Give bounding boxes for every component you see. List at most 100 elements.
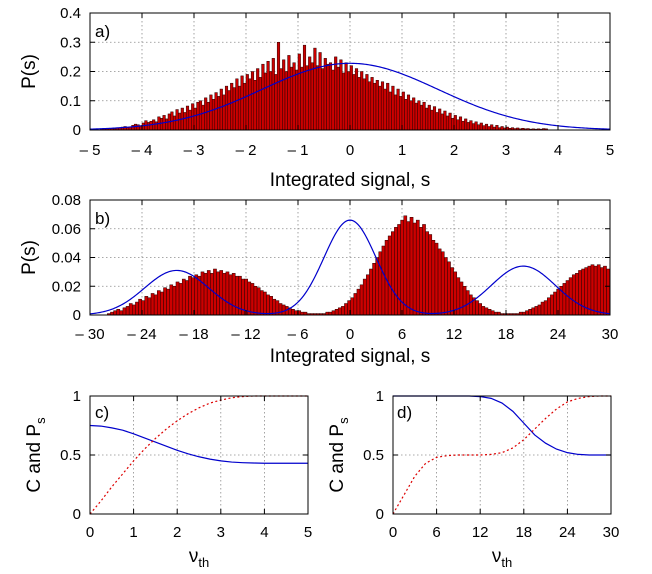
histogram-bar: [443, 110, 447, 131]
histogram-bar: [479, 122, 483, 131]
x-tick-label: 0: [389, 524, 397, 541]
histogram-bar: [227, 90, 231, 131]
x-tick-label: 6: [432, 524, 440, 541]
histogram-bar: [600, 267, 604, 316]
histogram-bar: [417, 100, 421, 131]
histogram-bar: [237, 85, 242, 131]
histogram-bar: [419, 104, 424, 131]
histogram-bar: [562, 283, 567, 316]
histogram-bar: [353, 293, 358, 316]
x-tick-label: 3: [217, 524, 225, 541]
histogram-bar: [150, 293, 155, 316]
histogram-bar: [200, 271, 205, 316]
histogram-bar: [163, 287, 167, 316]
histogram-bar: [295, 69, 299, 131]
x-tick-label: – 12: [231, 326, 260, 343]
histogram-bar: [372, 263, 376, 316]
y-tick-label: 0: [73, 122, 81, 139]
x-axis-label: Integrated signal, s: [270, 170, 431, 191]
histogram-bar: [181, 278, 186, 316]
histogram-bar: [581, 268, 585, 316]
x-axis-label: νth: [189, 546, 209, 570]
histogram-bar: [328, 62, 333, 131]
histogram-bar: [431, 240, 436, 316]
histogram-bar: [235, 78, 239, 131]
x-tick-label: 12: [446, 326, 463, 343]
y-tick-label: 0.1: [60, 93, 81, 110]
histogram-bar: [269, 296, 273, 316]
x-tick-label: 0: [346, 142, 354, 159]
histogram-bar: [478, 303, 482, 316]
histogram-bar: [394, 227, 398, 316]
histogram-bar: [370, 77, 374, 131]
x-tick-label: 4: [260, 524, 268, 541]
histogram-bar: [132, 304, 136, 316]
y-tick-label: 0.4: [60, 5, 81, 22]
histogram-bar: [188, 275, 192, 316]
histogram-bar: [543, 300, 548, 316]
histogram-bar: [466, 122, 470, 131]
histogram-bar: [263, 291, 267, 316]
histogram-bar: [313, 47, 317, 131]
histogram-bar: [248, 78, 252, 131]
histogram-bar: [210, 273, 214, 316]
histogram-bar: [375, 80, 379, 131]
x-tick-label: 2: [450, 142, 458, 159]
histogram-bar: [406, 221, 411, 316]
histogram-bar: [256, 68, 260, 131]
histogram-bar: [495, 125, 499, 131]
y-axis-label: P(s): [19, 54, 40, 89]
solid-series-line: [393, 395, 611, 456]
x-axis-label-subscript: th: [198, 555, 209, 570]
histogram-bar: [214, 92, 218, 131]
histogram-bar: [344, 303, 348, 316]
histogram-bar: [550, 294, 554, 316]
histogram-bar: [194, 274, 199, 316]
dotted-series-line: [89, 395, 308, 515]
y-tick-label: 1: [73, 388, 81, 405]
histogram-bar: [360, 71, 364, 131]
panel-label: a): [95, 22, 110, 41]
y-tick-label: 0.5: [60, 447, 81, 464]
histogram-bar: [284, 71, 288, 131]
histogram-bar: [490, 124, 494, 131]
y-axis-label: P(s): [19, 240, 40, 275]
histogram-bar: [160, 291, 164, 316]
histogram-bar: [178, 112, 182, 131]
histogram-bar: [375, 257, 380, 316]
histogram-bar: [456, 119, 460, 131]
histogram-bar: [185, 280, 189, 316]
histogram-bar: [474, 121, 478, 131]
x-tick-label: – 2: [236, 142, 257, 159]
y-tick-label: 0: [73, 307, 81, 324]
histogram-bar: [406, 94, 411, 131]
histogram-bar: [487, 309, 492, 316]
histogram-bar: [122, 307, 127, 316]
histogram-bar: [366, 274, 370, 316]
histogram-bar: [337, 307, 342, 316]
x-tick-label: – 4: [132, 142, 153, 159]
histogram-bar: [310, 62, 314, 131]
histogram-bar: [149, 120, 153, 131]
panel-label: d): [397, 403, 412, 422]
histogram-bar: [531, 307, 536, 316]
histogram-bar: [403, 215, 408, 316]
histogram-bar: [230, 82, 234, 131]
x-tick-label: 12: [472, 524, 489, 541]
histogram-bar: [571, 274, 576, 316]
histogram-bar: [359, 284, 364, 316]
y-axis-label-subscript: s: [33, 417, 48, 424]
histogram-bar: [261, 63, 265, 131]
histogram-bar: [224, 85, 229, 131]
histogram-bar: [427, 104, 431, 131]
histogram-bar: [458, 116, 463, 131]
histogram-bar: [388, 91, 392, 131]
histogram-bar: [540, 301, 545, 316]
histogram-bar: [603, 265, 607, 316]
histogram-bar: [269, 71, 273, 131]
histogram-bar: [428, 234, 433, 316]
histogram-bar: [323, 58, 327, 131]
histogram-bar: [292, 62, 296, 131]
histogram-bar: [445, 115, 450, 131]
histogram-bar: [201, 104, 205, 131]
